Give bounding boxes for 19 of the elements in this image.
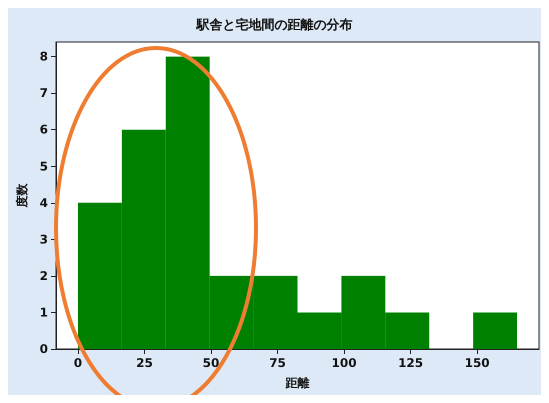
y-tick-label: 4 xyxy=(40,196,48,210)
x-tick-label: 75 xyxy=(269,356,286,370)
x-axis-title: 距離 xyxy=(284,376,310,390)
y-tick-label: 5 xyxy=(40,159,48,174)
y-tick-label: 1 xyxy=(40,305,48,320)
chart-title: 駅舎と宅地間の距離の分布 xyxy=(196,17,352,33)
x-tick-label: 150 xyxy=(464,356,490,370)
y-tick-label: 2 xyxy=(40,268,48,283)
y-tick-label: 7 xyxy=(40,86,48,100)
x-tick-label: 100 xyxy=(332,356,357,370)
x-tick-label: 25 xyxy=(136,356,153,370)
y-tick-label: 8 xyxy=(40,50,48,64)
y-axis-title: 度数 xyxy=(15,182,29,208)
y-tick-label: 0 xyxy=(40,342,48,356)
x-tick-label: 50 xyxy=(202,356,220,370)
y-tick-label: 6 xyxy=(40,122,48,137)
y-tick-label: 3 xyxy=(40,232,48,246)
x-tick-label: 125 xyxy=(398,356,424,370)
x-tick-label: 0 xyxy=(74,356,82,370)
